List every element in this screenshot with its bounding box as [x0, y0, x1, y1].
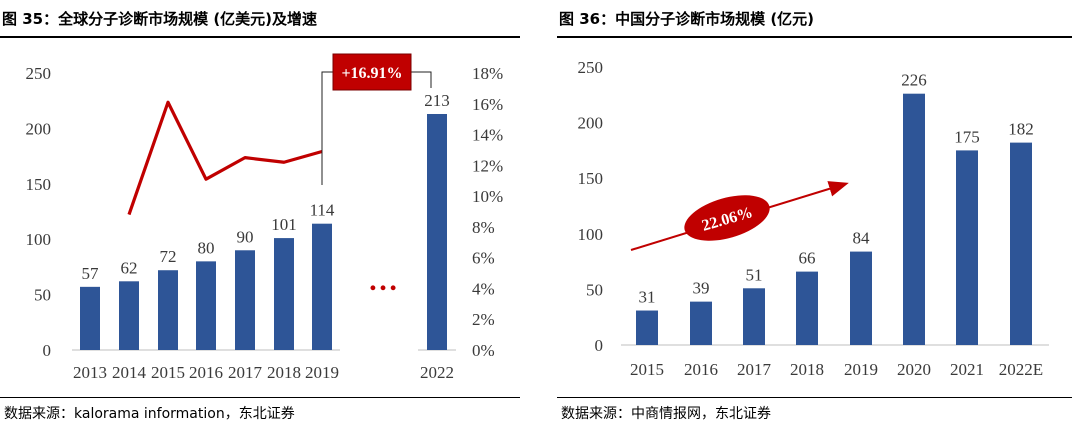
- y2-tick-label: 14%: [472, 126, 503, 145]
- x-tick-label: 2017: [737, 360, 772, 379]
- y-tick-label: 250: [578, 58, 604, 77]
- bar: [956, 150, 978, 345]
- bar: [636, 310, 658, 345]
- x-tick-label: 2021: [950, 360, 984, 379]
- data-label: 57: [82, 264, 100, 283]
- figure-title: 图 36：中国分子诊断市场规模 (亿元): [559, 10, 815, 28]
- bar: [796, 271, 818, 345]
- chart-panel-china: 图 36：中国分子诊断市场规模 (亿元) 0 50 100 150 200 250 31 20…: [557, 0, 1080, 428]
- data-label: 31: [639, 288, 656, 307]
- x-tick-label: 2016: [189, 363, 223, 382]
- bar: [903, 93, 925, 345]
- x-tick-label: 2019: [844, 360, 878, 379]
- data-label: 114: [310, 201, 335, 220]
- y2-tick-label: 12%: [472, 156, 503, 175]
- y-tick-label: 200: [26, 119, 52, 138]
- y2-tick-label: 18%: [472, 64, 503, 83]
- data-label: 84: [853, 229, 871, 248]
- data-label: 66: [799, 249, 816, 268]
- bar: [427, 113, 447, 350]
- x-tick-label: 2018: [790, 360, 824, 379]
- bar: [850, 251, 872, 345]
- data-label: 39: [693, 279, 710, 298]
- x-tick-label: 2022E: [999, 360, 1043, 379]
- y2-tick-label: 8%: [472, 218, 495, 237]
- growth-ellipse: [684, 195, 770, 241]
- data-label: 90: [237, 227, 254, 246]
- bar: [274, 238, 294, 350]
- data-label: 62: [121, 258, 138, 277]
- growth-line: [127, 100, 323, 216]
- callout-box: [332, 53, 412, 91]
- bar: [235, 250, 255, 350]
- callout-label: +16.91%: [341, 65, 402, 82]
- bar: [690, 301, 712, 345]
- y-tick-label: 100: [26, 230, 52, 249]
- x-tick-label: 2014: [112, 363, 147, 382]
- bar: [158, 270, 178, 350]
- bar: [743, 288, 765, 345]
- x-tick-label: 2015: [630, 360, 664, 379]
- source-note: 数据来源：kalorama information，东北证券: [4, 406, 295, 422]
- y2-tick-label: 6%: [472, 249, 495, 268]
- bar: [312, 223, 332, 350]
- title-rule: [557, 36, 1072, 38]
- china-market-chart: 0 50 100 150 200 250 31 2015 39 2016 51 2017 66 2018 8…: [578, 58, 1049, 379]
- data-label: 51: [746, 265, 763, 284]
- data-label: 175: [954, 127, 980, 146]
- data-label: 226: [901, 71, 927, 90]
- y-tick-label: 100: [578, 225, 604, 244]
- ellipsis: …: [368, 264, 398, 297]
- data-label: 80: [198, 238, 215, 257]
- x-tick-label: 2017: [228, 363, 263, 382]
- data-label: 72: [160, 247, 177, 266]
- x-tick-label: 2015: [151, 363, 185, 382]
- x-tick-label: 2020: [897, 360, 931, 379]
- data-label: 101: [271, 215, 297, 234]
- bar: [80, 286, 100, 350]
- chart-panel-global: 图 35：全球分子诊断市场规模 (亿美元)及增速 0 50 100 150 200 250…: [0, 0, 530, 428]
- title-rule: [0, 36, 520, 38]
- data-label: 213: [424, 91, 450, 110]
- x-tick-label: 2016: [684, 360, 718, 379]
- y-tick-label: 0: [595, 336, 604, 355]
- bar: [119, 281, 139, 350]
- bar: [196, 261, 216, 350]
- global-market-chart: 0 50 100 150 200 250 0% 2% 4% 6% 8% 10% 12% 14% 16% 18%…: [26, 53, 503, 382]
- x-tick-label: 2022: [420, 363, 454, 382]
- y-tick-label: 0: [43, 341, 52, 360]
- y-tick-label: 250: [26, 64, 52, 83]
- y2-tick-label: 2%: [472, 310, 495, 329]
- x-tick-label: 2019: [305, 363, 339, 382]
- y2-tick-label: 4%: [472, 279, 495, 298]
- y-tick-label: 150: [26, 175, 52, 194]
- source-rule: [0, 397, 520, 398]
- y-tick-label: 50: [586, 280, 603, 299]
- bar: [1010, 142, 1032, 345]
- source-note: 数据来源：中商情报网，东北证券: [561, 406, 771, 422]
- y-tick-label: 200: [578, 114, 604, 133]
- y2-tick-label: 10%: [472, 187, 503, 206]
- x-tick-label: 2013: [73, 363, 107, 382]
- y-tick-label: 150: [578, 169, 604, 188]
- figure-title: 图 35：全球分子诊断市场规模 (亿美元)及增速: [2, 10, 318, 28]
- data-label: 182: [1008, 120, 1034, 139]
- source-rule: [557, 397, 1072, 398]
- y2-tick-label: 0%: [472, 341, 495, 360]
- y2-tick-label: 16%: [472, 95, 503, 114]
- x-tick-label: 2018: [267, 363, 301, 382]
- y-tick-label: 50: [34, 286, 51, 305]
